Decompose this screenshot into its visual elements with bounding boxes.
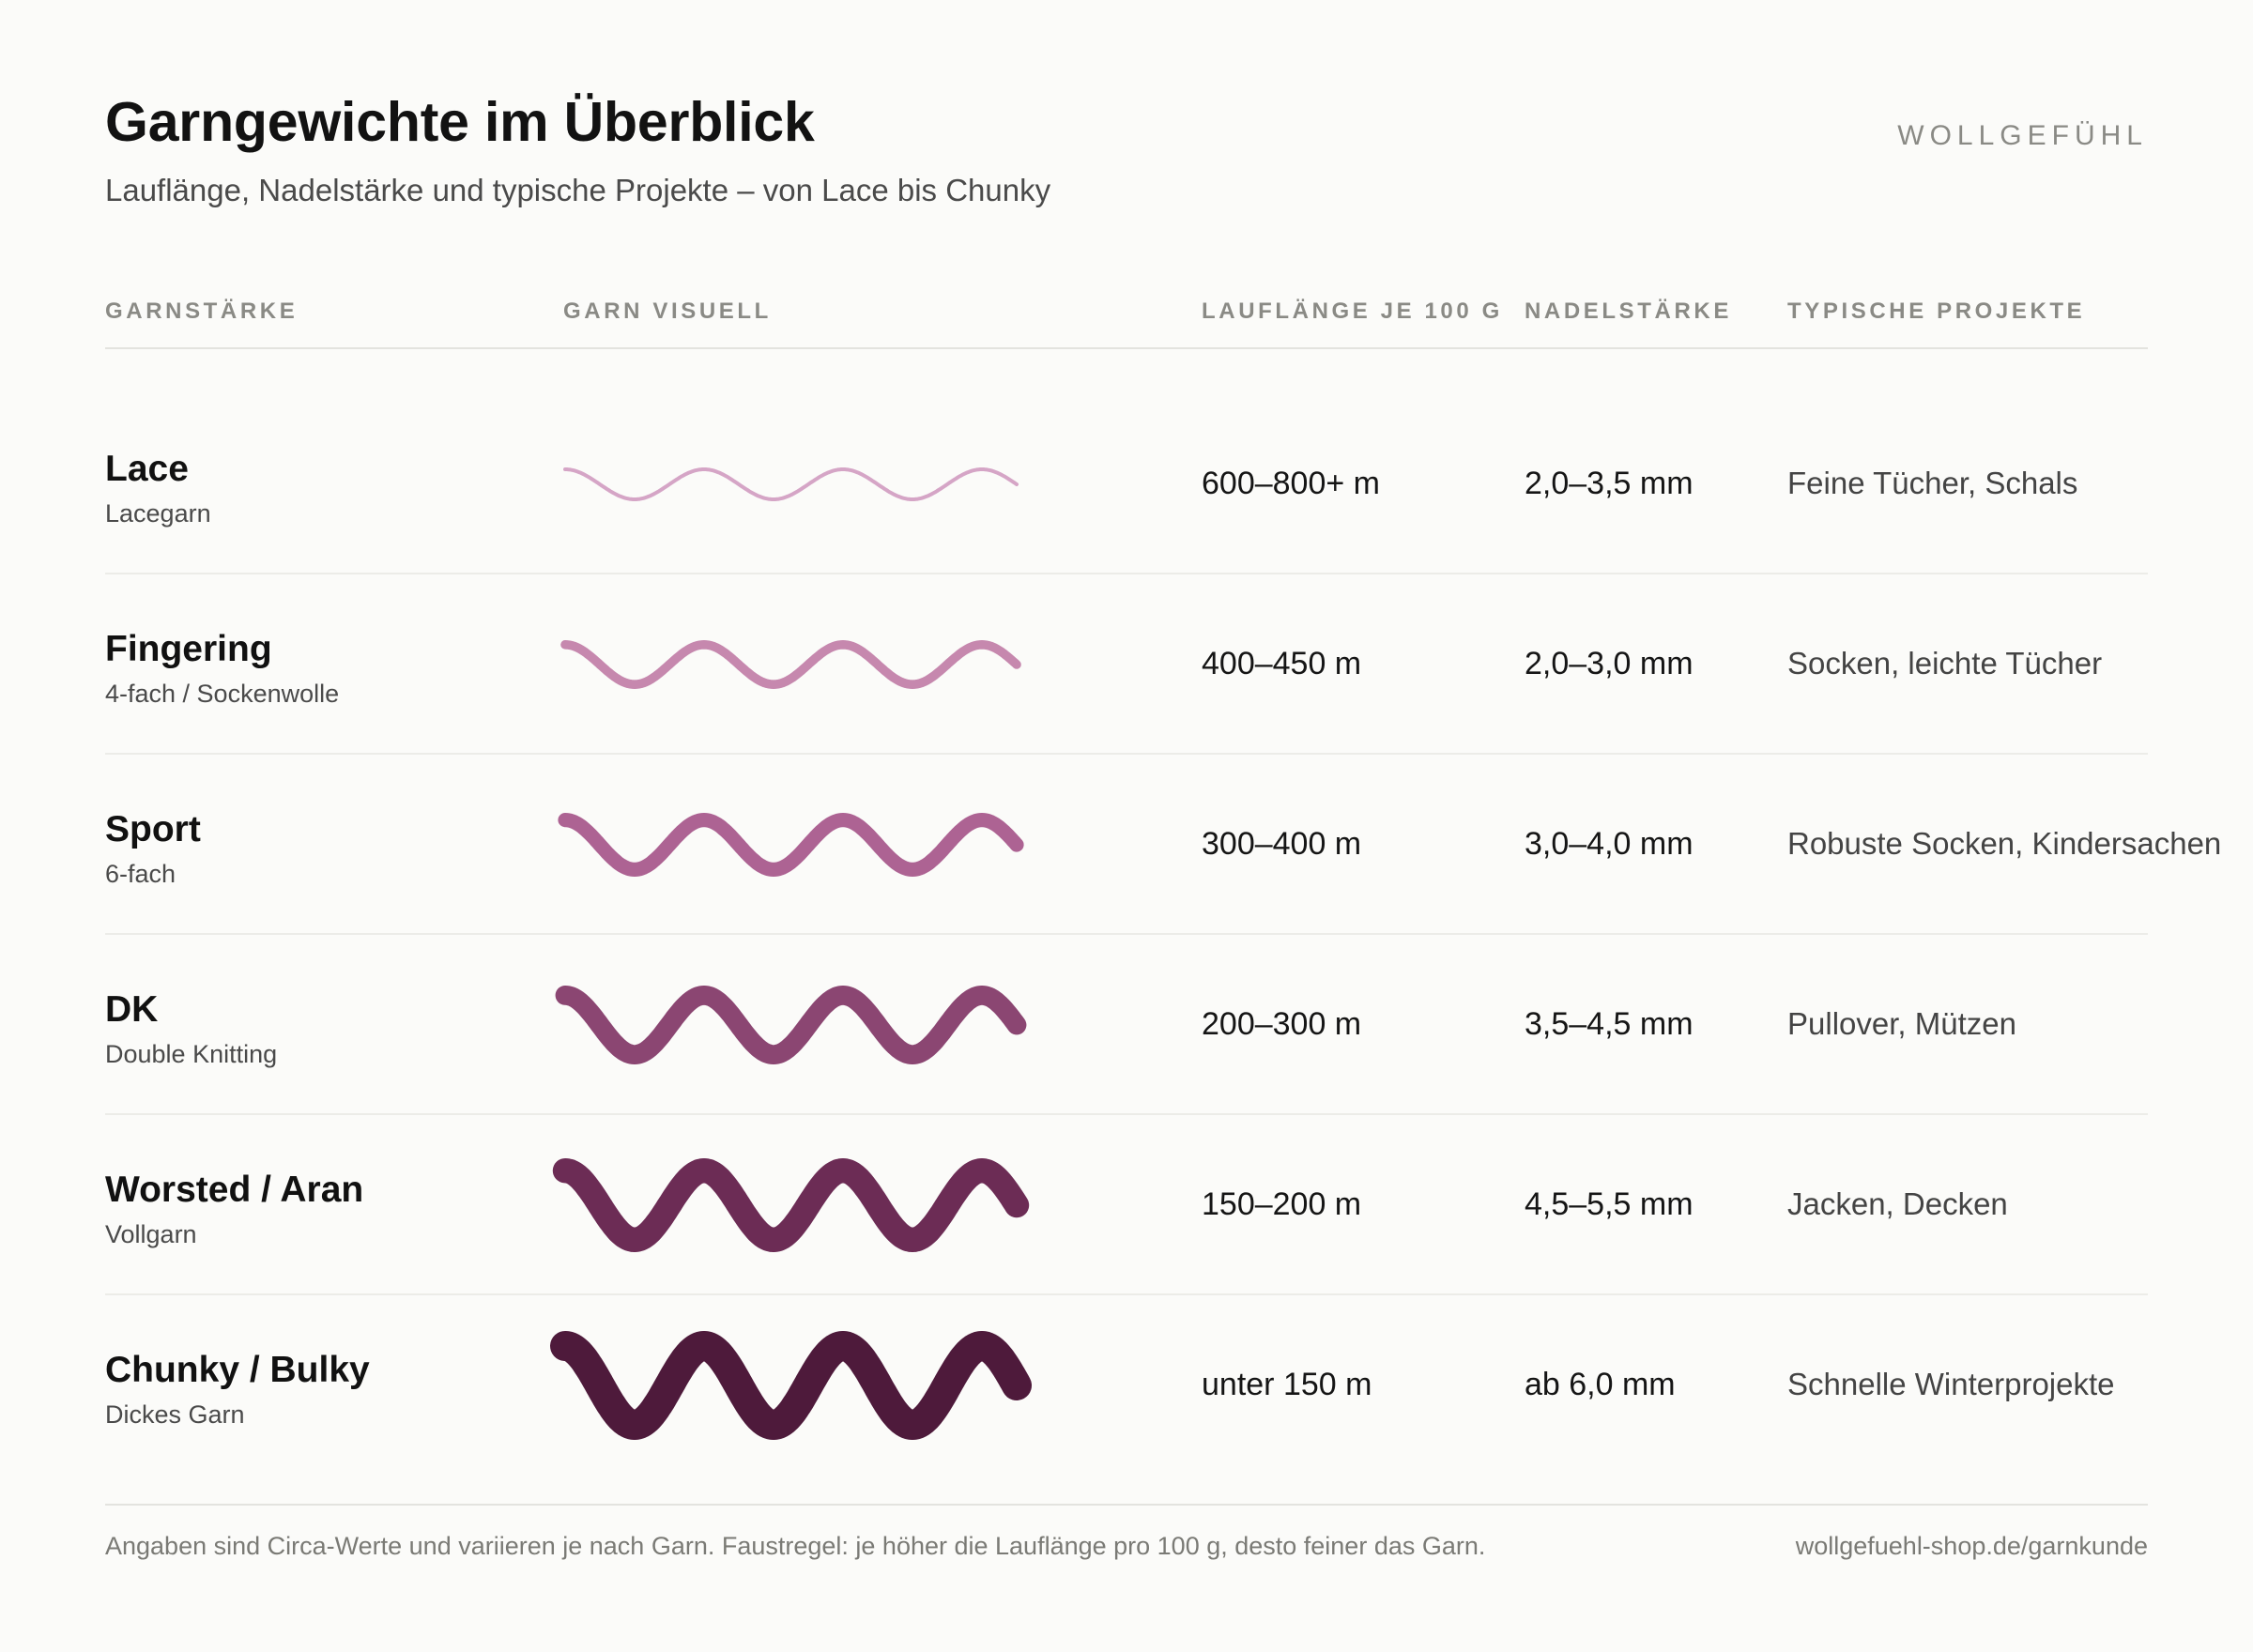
page: Garngewichte im Überblick Lauflänge, Nad… [105, 0, 2221, 1652]
yarn-swatch-wave [550, 1331, 1032, 1440]
column-header-needle: NADELSTÄRKE [1525, 298, 1732, 324]
footer-link[interactable]: wollgefuehl-shop.de/garnkunde [1795, 1532, 2148, 1560]
page-title: Garngewichte im Überblick [105, 91, 815, 153]
column-header-visual: GARN VISUELL [563, 298, 772, 324]
yardage-cell: 300–400 m [1202, 826, 1362, 862]
yarn-weight-alias: 6-fach [105, 860, 176, 888]
footer-divider [105, 1504, 2148, 1506]
projects-cell: Pullover, Mützen [1787, 1006, 2016, 1041]
table-row: Lace Lacegarn 600–800+ m 2,0–3,5 mm Fein… [105, 394, 2148, 574]
needle-size-cell: 3,5–4,5 mm [1525, 1006, 1694, 1042]
row-divider [105, 573, 2148, 574]
yarn-weight-name: Chunky / Bulky [105, 1350, 370, 1390]
yarn-swatch-wave [555, 986, 1027, 1064]
yardage-cell: 200–300 m [1202, 1006, 1362, 1042]
table-row: Chunky / Bulky Dickes Garn unter 150 m a… [105, 1295, 2148, 1476]
column-header-projects: TYPISCHE PROJEKTE [1787, 298, 2086, 324]
projects-cell: Jacken, Decken [1787, 1186, 2008, 1221]
needle-size-cell: 2,0–3,0 mm [1525, 646, 1694, 681]
yarn-weight-name: DK [105, 989, 159, 1030]
header-divider [105, 347, 2148, 349]
yardage-cell: 400–450 m [1202, 646, 1362, 681]
yarn-swatch-wave [558, 813, 1024, 877]
column-header-yardage: LAUFLÄNGE JE 100 G [1202, 298, 1503, 324]
yarn-weight-name: Fingering [105, 629, 272, 669]
yarn-weight-alias: Dickes Garn [105, 1400, 245, 1429]
table-row: Worsted / Aran Vollgarn 150–200 m 4,5–5,… [105, 1115, 2148, 1295]
projects-cell: Socken, leichte Tücher [1787, 646, 2103, 681]
yarn-weight-alias: 4-fach / Sockenwolle [105, 680, 340, 708]
row-divider [105, 933, 2148, 935]
row-divider [105, 1113, 2148, 1115]
projects-cell: Feine Tücher, Schals [1787, 466, 2078, 500]
row-divider [105, 753, 2148, 755]
needle-size-cell: 3,0–4,0 mm [1525, 826, 1694, 862]
yardage-cell: unter 150 m [1202, 1367, 1372, 1402]
yardage-cell: 600–800+ m [1202, 466, 1380, 501]
yarn-weight-name: Worsted / Aran [105, 1170, 364, 1210]
yarn-weight-table: Lace Lacegarn 600–800+ m 2,0–3,5 mm Fein… [105, 394, 2221, 1476]
yarn-weight-alias: Vollgarn [105, 1220, 197, 1248]
brand-logo-text: WOLLGEFÜHL [1897, 120, 2148, 151]
column-header-weight: GARNSTÄRKE [105, 298, 299, 324]
projects-cell: Robuste Socken, Kindersachen [1787, 826, 2222, 861]
yardage-cell: 150–200 m [1202, 1186, 1362, 1222]
yarn-swatch-wave [563, 467, 1019, 501]
table-row: Sport 6-fach 300–400 m 3,0–4,0 mm Robust… [105, 755, 2221, 935]
yarn-weight-name: Sport [105, 809, 201, 849]
yarn-weight-name: Lace [105, 449, 189, 489]
footer-note: Angaben sind Circa-Werte und variieren j… [105, 1532, 1486, 1560]
yarn-swatch-wave [552, 1158, 1030, 1252]
yarn-swatch-wave [560, 640, 1021, 689]
projects-cell: Schnelle Winterprojekte [1787, 1367, 2115, 1401]
needle-size-cell: ab 6,0 mm [1525, 1367, 1676, 1402]
needle-size-cell: 4,5–5,5 mm [1525, 1186, 1694, 1222]
needle-size-cell: 2,0–3,5 mm [1525, 466, 1694, 501]
yarn-weight-alias: Double Knitting [105, 1040, 278, 1068]
table-row: Fingering 4-fach / Sockenwolle 400–450 m… [105, 574, 2148, 755]
page-subtitle: Lauflänge, Nadelstärke und typische Proj… [105, 173, 1051, 207]
table-row: DK Double Knitting 200–300 m 3,5–4,5 mm … [105, 935, 2148, 1115]
row-divider [105, 1293, 2148, 1295]
yarn-weight-alias: Lacegarn [105, 499, 211, 528]
